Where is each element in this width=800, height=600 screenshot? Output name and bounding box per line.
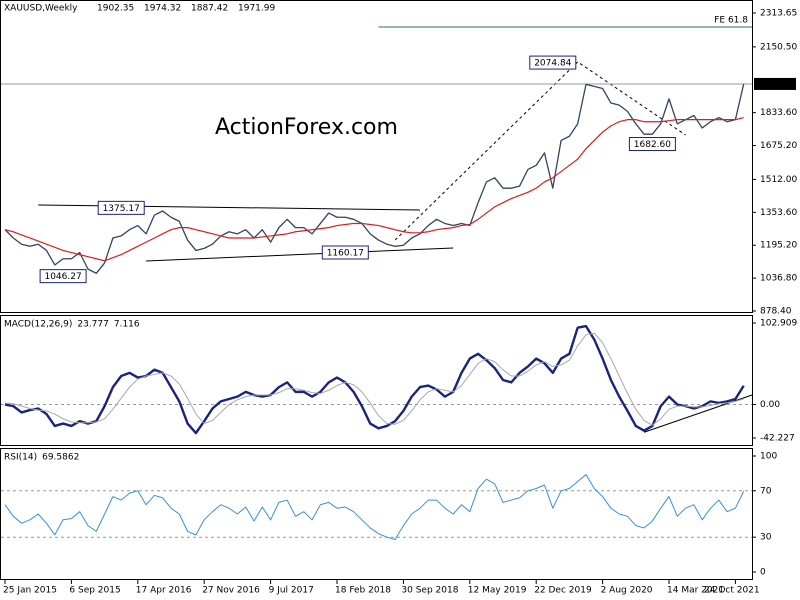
- y-tick-label: 1036.80: [760, 274, 797, 284]
- annotation-box: [529, 55, 577, 70]
- y-tick-label: 100: [760, 452, 777, 462]
- x-tick-label: 18 Feb 2018: [335, 586, 391, 596]
- header-low: 1887.42: [191, 4, 228, 14]
- x-tick-label: 30 Sep 2018: [401, 586, 458, 596]
- series-line: [4, 332, 744, 426]
- pane-title: MACD(12,26,9): [4, 320, 72, 330]
- y-tick-label: 1353.60: [760, 208, 797, 218]
- series-line: [4, 116, 744, 262]
- annotation-box: [97, 200, 145, 215]
- x-tick-label: 12 May 2019: [468, 586, 527, 596]
- annotation-box: [321, 245, 369, 260]
- rsi-pane: [0, 448, 753, 580]
- pane-title: RSI(14): [4, 453, 37, 463]
- y-tick-label: 1195.20: [760, 241, 797, 251]
- x-tick-label: 14 Mar 2021: [667, 586, 724, 596]
- price-box-label: 1971.99: [758, 79, 795, 89]
- annotation-label: 1682.60: [634, 140, 671, 150]
- header-close: 1971.99: [238, 4, 275, 14]
- x-tick-label: 25 Jan 2015: [3, 586, 57, 596]
- header-open: 1902.35: [97, 4, 134, 14]
- watermark: ActionForex.com: [215, 115, 398, 140]
- y-tick-label: 0.00: [760, 400, 780, 410]
- x-tick-label: 17 Apr 2016: [136, 586, 192, 596]
- price-pane: [0, 0, 753, 313]
- y-tick-label: 1833.60: [760, 108, 797, 118]
- fe-label: FE 61.8: [714, 16, 748, 26]
- x-tick-label: 9 Jul 2017: [269, 586, 314, 596]
- macd-pane: [0, 315, 753, 446]
- y-tick-label: 1512.00: [760, 175, 797, 185]
- y-tick-label: -42.227: [760, 434, 795, 444]
- pane-title: XAUUSD,Weekly: [4, 4, 78, 14]
- y-tick-label: 1675.20: [760, 141, 797, 151]
- annotation-label: 2074.84: [534, 59, 571, 69]
- y-tick-label: 70: [760, 486, 772, 496]
- annotation-label: 1046.27: [44, 272, 81, 282]
- y-tick-label: 0: [760, 568, 766, 578]
- x-tick-label: 27 Nov 2016: [202, 586, 260, 596]
- header-high: 1974.32: [144, 4, 181, 14]
- x-tick-label: 24 Oct 2021: [704, 586, 760, 596]
- series-line: [4, 83, 745, 274]
- series-line: [4, 474, 745, 541]
- x-tick-label: 22 Dec 2019: [534, 586, 592, 596]
- trend-line: [146, 247, 454, 262]
- header-value: 69.5862: [42, 453, 79, 463]
- y-tick-label: 2150.50: [760, 42, 797, 52]
- x-tick-label: 2 Aug 2020: [601, 586, 653, 596]
- price-box: [754, 77, 796, 90]
- annotation-label: 1160.17: [327, 248, 364, 258]
- header-value: 7.116: [114, 320, 140, 330]
- x-tick-label: 6 Sep 2015: [69, 586, 120, 596]
- y-tick-label: 30: [760, 533, 772, 543]
- annotation-label: 1375.17: [103, 204, 140, 214]
- y-tick-label: 2313.65: [760, 9, 797, 19]
- series-line: [4, 324, 745, 435]
- y-tick-label: 878.40: [760, 307, 792, 317]
- y-tick-label: 102.909: [760, 319, 797, 329]
- annotation-box: [39, 269, 87, 284]
- trend-line: [394, 61, 686, 241]
- annotation-box: [628, 137, 676, 152]
- header-value: 23.777: [77, 320, 109, 330]
